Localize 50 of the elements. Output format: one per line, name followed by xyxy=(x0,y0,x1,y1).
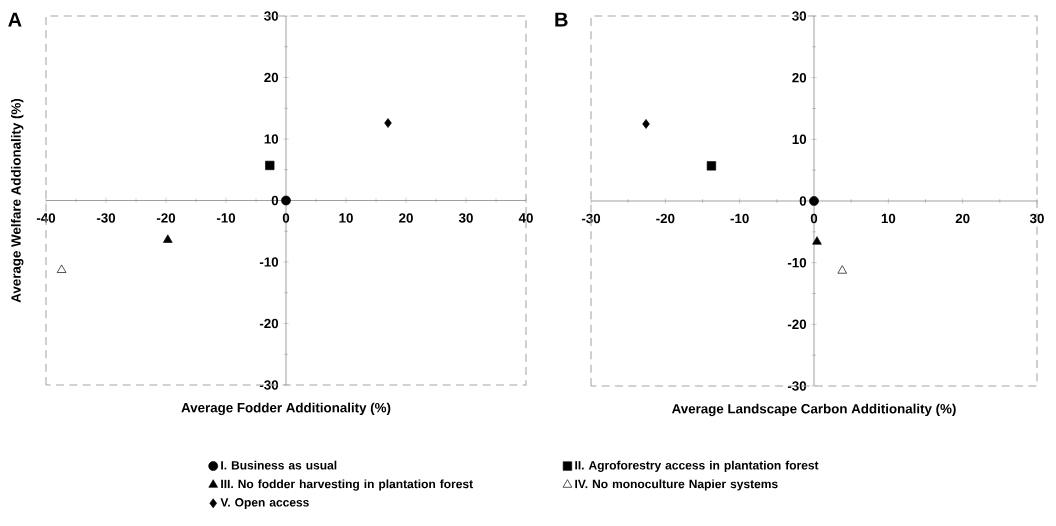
x-tick-label: 0 xyxy=(810,213,818,224)
y-tick-label: -20 xyxy=(259,318,279,329)
x-tick-label: -30 xyxy=(581,213,601,224)
legend-label: III. No fodder harvesting in plantation forest xyxy=(221,479,473,491)
x-tick-label: -10 xyxy=(216,213,236,223)
point xyxy=(809,196,819,206)
point xyxy=(706,161,717,171)
y-tick-label: 20 xyxy=(792,72,807,83)
y-tick-label: 20 xyxy=(264,72,279,83)
point xyxy=(56,264,67,273)
point xyxy=(265,160,275,171)
chart-title: A xyxy=(8,12,22,27)
x-tick-label: 10 xyxy=(881,213,896,224)
legend-label: V. Open access xyxy=(220,498,309,509)
x-axis-title: Average Landscape Carbon Additionality (%) xyxy=(671,403,956,417)
x-tick-label: -20 xyxy=(656,213,675,224)
chart-title: B xyxy=(555,12,568,27)
y-tick-label: -10 xyxy=(787,257,807,268)
x-tick-label: -10 xyxy=(730,213,749,224)
y-tick-label: 0 xyxy=(271,195,279,206)
x-tick-label: -20 xyxy=(156,213,176,223)
x-tick-label: 0 xyxy=(282,213,290,223)
y-tick-label: 0 xyxy=(799,196,807,206)
y-tick-label: 10 xyxy=(792,134,807,145)
y-tick-label: -10 xyxy=(259,257,279,267)
y-tick-label: -30 xyxy=(787,381,807,391)
x-tick-label: 30 xyxy=(1029,213,1044,224)
y-tick-label: 10 xyxy=(264,134,279,144)
legend-label: IV. No monoculture Napier systems xyxy=(575,479,778,491)
x-tick-label: -40 xyxy=(36,213,56,223)
y-axis-title: Average Welfare Addionality (%) xyxy=(10,98,24,303)
y-tick-label: 30 xyxy=(264,11,279,21)
point xyxy=(281,195,291,206)
point xyxy=(163,234,173,243)
x-tick-label: 20 xyxy=(955,213,970,224)
legend-label: I. Business as usual xyxy=(221,460,337,470)
legend-label: II. Agroforestry access in plantation forest xyxy=(575,460,819,472)
point xyxy=(812,236,822,245)
x-tick-label: 40 xyxy=(518,213,533,223)
x-tick-label: 10 xyxy=(339,213,353,223)
y-tick-label: -20 xyxy=(787,319,807,330)
x-tick-label: 20 xyxy=(399,213,413,223)
point xyxy=(642,119,650,129)
y-tick-label: 30 xyxy=(792,11,807,21)
y-tick-label: -30 xyxy=(259,380,279,390)
point xyxy=(384,118,392,128)
x-tick-label: -30 xyxy=(96,213,116,223)
point xyxy=(837,265,847,274)
x-axis-title: Average Fodder Additionality (%) xyxy=(181,402,391,416)
x-tick-label: 30 xyxy=(458,213,473,223)
